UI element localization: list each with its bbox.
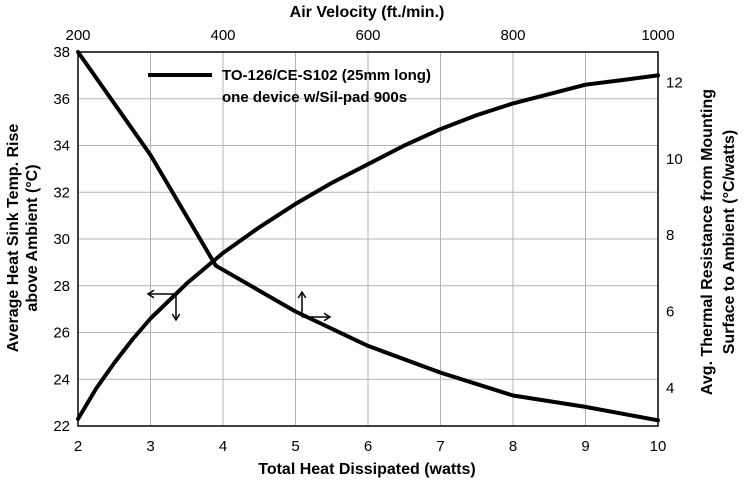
bottom-axis-tick-label: 2 bbox=[74, 438, 82, 455]
right-axis-title-line2: Surface to Ambient (°C/watts) bbox=[721, 130, 738, 355]
left-axis-tick-label: 28 bbox=[53, 278, 70, 295]
thermal-resistance-curve bbox=[76, 50, 660, 423]
grid bbox=[77, 51, 659, 427]
left-axis-tick-label: 34 bbox=[53, 138, 70, 155]
arrow-head-icon bbox=[146, 289, 155, 299]
right-axis-title-line1: Avg. Thermal Resistance from Mounting bbox=[699, 89, 716, 395]
left-axis-title-line2: above Ambient (°C) bbox=[24, 164, 41, 311]
top-axis-tick-label: 1000 bbox=[641, 27, 674, 44]
right-axis-tick-label: 12 bbox=[666, 75, 683, 92]
bottom-axis-tick-label: 4 bbox=[219, 438, 227, 455]
top-axis-tick-label: 600 bbox=[355, 27, 380, 44]
bottom-axis-tick-label: 5 bbox=[291, 438, 299, 455]
legend: TO-126/CE-S102 (25mm long) one device w/… bbox=[148, 67, 431, 106]
top-axis-title: Air Velocity (ft./min.) bbox=[290, 4, 445, 21]
left-axis-tick-label: 22 bbox=[53, 418, 70, 435]
right-axis-tick-label: 10 bbox=[666, 151, 683, 168]
right-axis-tick-label: 6 bbox=[666, 304, 674, 321]
left-axis-tick-label: 24 bbox=[53, 371, 70, 388]
bottom-axis-title: Total Heat Dissipated (watts) bbox=[258, 461, 476, 478]
bottom-axis-tick-label: 7 bbox=[436, 438, 444, 455]
curves bbox=[76, 50, 660, 423]
left-axis-tick-label: 26 bbox=[53, 325, 70, 342]
legend-text-line2: one device w/Sil-pad 900s bbox=[222, 89, 407, 106]
bottom-axis-tick-label: 8 bbox=[509, 438, 517, 455]
bottom-axis-tick-label: 9 bbox=[581, 438, 589, 455]
left-axis-tick-label: 36 bbox=[53, 91, 70, 108]
temp-rise-curve bbox=[76, 73, 660, 421]
top-axis-tick-label: 800 bbox=[500, 27, 525, 44]
bottom-axis-tick-label: 10 bbox=[650, 438, 667, 455]
legend-text-line1: TO-126/CE-S102 (25mm long) bbox=[222, 67, 431, 84]
left-axis-tick-label: 38 bbox=[53, 44, 70, 61]
arrow-head-icon bbox=[297, 290, 307, 299]
axis-indicator-arrows bbox=[146, 289, 332, 322]
left-axis-title-line1: Average Heat Sink Temp. Rise bbox=[5, 124, 22, 353]
bottom-axis-tick-label: 3 bbox=[146, 438, 154, 455]
arrow-head-icon bbox=[323, 312, 332, 322]
top-axis-tick-label: 200 bbox=[65, 27, 90, 44]
right-axis-tick-label: 8 bbox=[666, 227, 674, 244]
arrow-head-icon bbox=[171, 313, 181, 322]
left-axis-tick-label: 30 bbox=[53, 231, 70, 248]
top-axis-tick-label: 400 bbox=[210, 27, 235, 44]
left-axis-tick-label: 32 bbox=[53, 184, 70, 201]
right-axis-tick-label: 4 bbox=[666, 380, 674, 397]
bottom-axis-tick-label: 6 bbox=[364, 438, 372, 455]
plot-frame bbox=[77, 51, 659, 427]
